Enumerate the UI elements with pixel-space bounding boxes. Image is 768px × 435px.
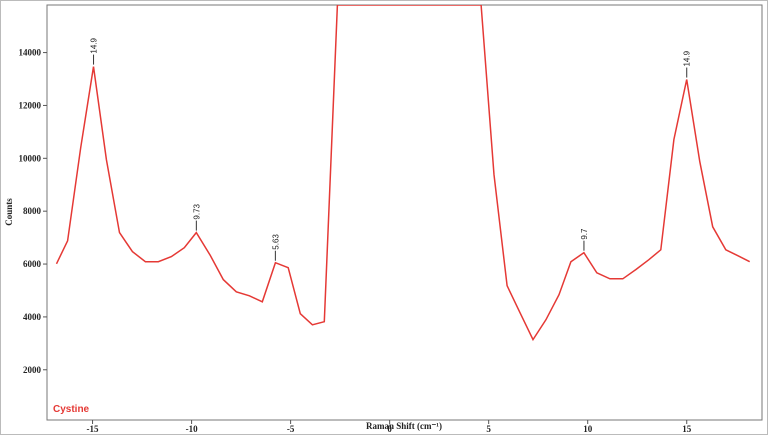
- y-axis-label: Counts: [4, 198, 14, 226]
- plot-frame: [46, 4, 763, 421]
- y-tick-label: 2000: [23, 365, 42, 375]
- x-tick-label: -15: [87, 424, 99, 434]
- spectrum-line: [55, 5, 751, 342]
- plot-area: [55, 5, 751, 342]
- y-tick-label: 8000: [23, 206, 42, 216]
- x-tick-label: 10: [583, 424, 593, 434]
- y-tick-label: 14000: [19, 48, 42, 58]
- peak-label: 9.73: [192, 203, 201, 219]
- y-tick-label: 4000: [23, 312, 42, 322]
- peak-label: 14.9: [683, 50, 692, 66]
- peak-label: 5.63: [271, 234, 280, 250]
- y-tick-label: 10000: [19, 153, 42, 163]
- x-tick-label: 0: [387, 424, 392, 434]
- x-axis-label: Raman Shift (cm⁻¹): [366, 421, 442, 431]
- y-tick-label: 6000: [23, 259, 42, 269]
- y-tick-label: 12000: [19, 100, 42, 110]
- x-tick-label: 5: [486, 424, 491, 434]
- peak-label: 9.7: [580, 228, 589, 240]
- x-tick-label: -5: [287, 424, 295, 434]
- legend-label: Cystine: [53, 404, 90, 415]
- x-tick-label: -10: [186, 424, 198, 434]
- x-tick-label: 15: [682, 424, 692, 434]
- peak-label: 14.9: [90, 37, 99, 53]
